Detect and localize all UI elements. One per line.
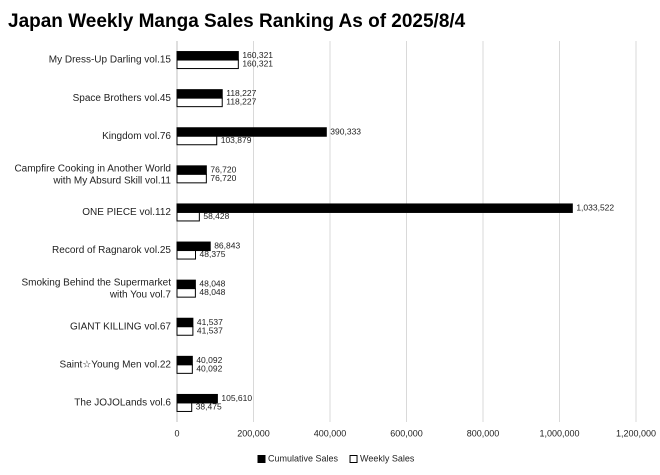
value-label: 86,843 [214, 241, 240, 251]
legend-swatch [349, 455, 358, 463]
x-tick-label: 200,000 [237, 428, 270, 438]
bar [176, 402, 193, 412]
value-label: 40,092 [196, 355, 222, 365]
bar [176, 59, 239, 70]
y-tick-label: Kingdom vol.76 [102, 131, 171, 142]
value-label: 58,428 [203, 211, 229, 221]
y-tick-label: Smoking Behind the Supermarket with You v… [21, 277, 171, 300]
value-label: 160,321 [242, 50, 273, 60]
bar [176, 288, 196, 298]
bar [176, 97, 223, 108]
legend-swatch [257, 455, 266, 463]
y-tick-label: Saint☆Young Men vol.22 [60, 359, 172, 370]
y-tick-label: The JOJOLands vol.6 [74, 398, 171, 409]
legend-label: Weekly Sales [360, 453, 415, 463]
value-label: 48,375 [200, 249, 226, 259]
value-label: 390,333 [330, 126, 361, 136]
value-label: 76,720 [210, 164, 236, 174]
bar [176, 135, 218, 146]
value-label: 105,610 [221, 393, 252, 403]
value-label: 1,033,522 [576, 202, 614, 212]
bar [176, 279, 196, 290]
legend-label: Cumulative Sales [268, 453, 339, 463]
bar [176, 250, 197, 260]
value-label: 41,537 [197, 317, 223, 327]
chart-title: Japan Weekly Manga Sales Ranking As of 2… [8, 11, 466, 32]
bar [176, 355, 193, 366]
bar [176, 173, 207, 184]
x-tick-label: 400,000 [314, 428, 347, 438]
x-tick-label: 1,000,000 [539, 428, 579, 438]
bar [176, 364, 193, 374]
y-tick-label: Campfire Cooking in Another World with My… [14, 163, 171, 186]
value-label: 160,321 [242, 59, 273, 69]
bar [176, 89, 223, 99]
bar [176, 127, 327, 137]
bar [176, 393, 218, 404]
y-tick-label: Space Brothers vol.45 [73, 93, 172, 104]
x-tick-label: 600,000 [390, 428, 423, 438]
y-tick-label: ONE PIECE vol.112 [82, 207, 171, 218]
value-label: 48,048 [199, 279, 225, 289]
value-label: 48,048 [199, 287, 225, 297]
bar [176, 326, 194, 336]
value-label: 40,092 [196, 363, 222, 373]
bar [176, 317, 194, 328]
y-tick-label: My Dress-Up Darling vol.15 [49, 55, 172, 66]
bar [176, 203, 573, 213]
y-tick-label: GIANT KILLING vol.67 [70, 321, 171, 332]
x-tick-label: 1,200,000 [616, 428, 656, 438]
y-tick-label: Record of Ragnarok vol.25 [52, 245, 171, 256]
value-label: 118,227 [226, 88, 256, 98]
value-label: 76,720 [210, 173, 236, 183]
x-tick-label: 0 [174, 428, 179, 438]
bar [176, 211, 200, 222]
value-label: 41,537 [197, 325, 223, 335]
value-label: 118,227 [226, 97, 256, 107]
value-label: 103,879 [221, 135, 252, 145]
bar [176, 51, 239, 61]
value-label: 38,475 [196, 401, 222, 411]
x-tick-label: 800,000 [467, 428, 500, 438]
bar [176, 165, 207, 175]
